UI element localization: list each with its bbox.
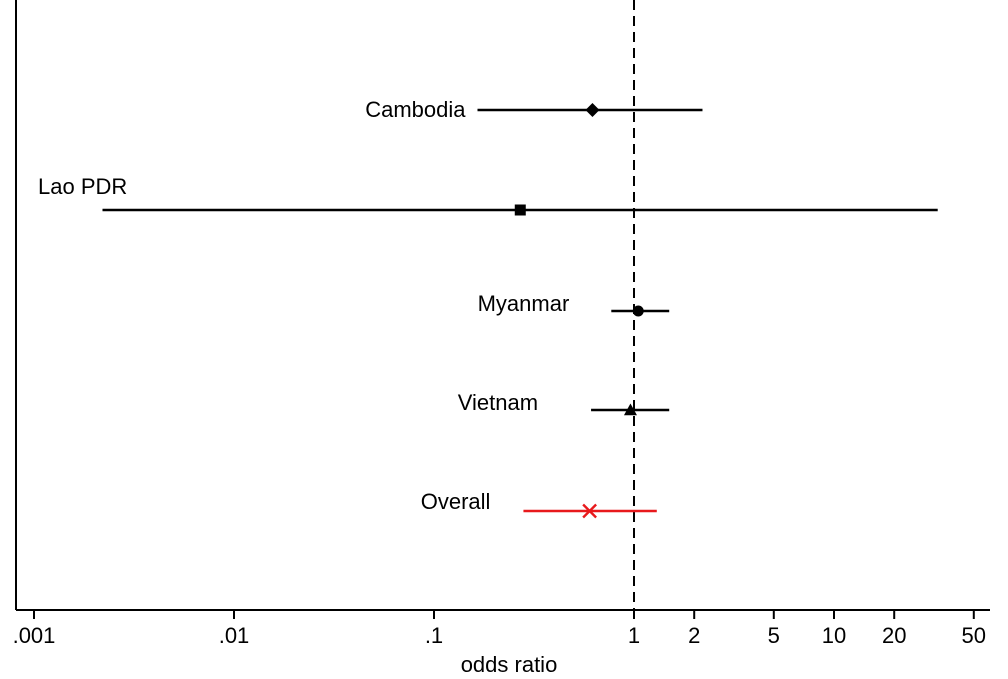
x-axis-title: odds ratio — [461, 652, 558, 677]
point-estimate-diamond — [585, 103, 600, 117]
x-ticks: .001 .01 .1 1 2 5 10 20 50 — [13, 610, 986, 648]
x-tick-label: 5 — [768, 623, 780, 648]
x-tick-label: 1 — [628, 623, 640, 648]
row-lao-pdr: Lao PDR — [38, 174, 938, 216]
point-estimate-triangle — [623, 403, 637, 416]
x-stroke — [582, 503, 597, 519]
x-tick-label: 20 — [882, 623, 906, 648]
x-tick-label: 10 — [822, 623, 846, 648]
point-estimate-x — [582, 503, 597, 519]
row-label: Lao PDR — [38, 174, 127, 199]
x-tick-label: .001 — [13, 623, 56, 648]
x-tick-label: 2 — [688, 623, 700, 648]
point-estimate-circle — [632, 305, 644, 317]
row-vietnam: Vietnam — [458, 390, 670, 416]
estimate-rows: Cambodia Lao PDR Myanmar Vietnam Overall — [38, 97, 938, 519]
x-tick-label: 50 — [962, 623, 986, 648]
row-cambodia: Cambodia — [365, 97, 703, 122]
row-label: Overall — [421, 489, 491, 514]
x-tick-label: .01 — [219, 623, 250, 648]
x-tick-label: .1 — [425, 623, 443, 648]
axes — [15, 0, 990, 611]
row-myanmar: Myanmar — [478, 291, 670, 317]
row-label: Vietnam — [458, 390, 538, 415]
row-label: Myanmar — [478, 291, 570, 316]
row-label: Cambodia — [365, 97, 466, 122]
row-overall: Overall — [421, 489, 657, 519]
point-estimate-square — [514, 204, 526, 216]
